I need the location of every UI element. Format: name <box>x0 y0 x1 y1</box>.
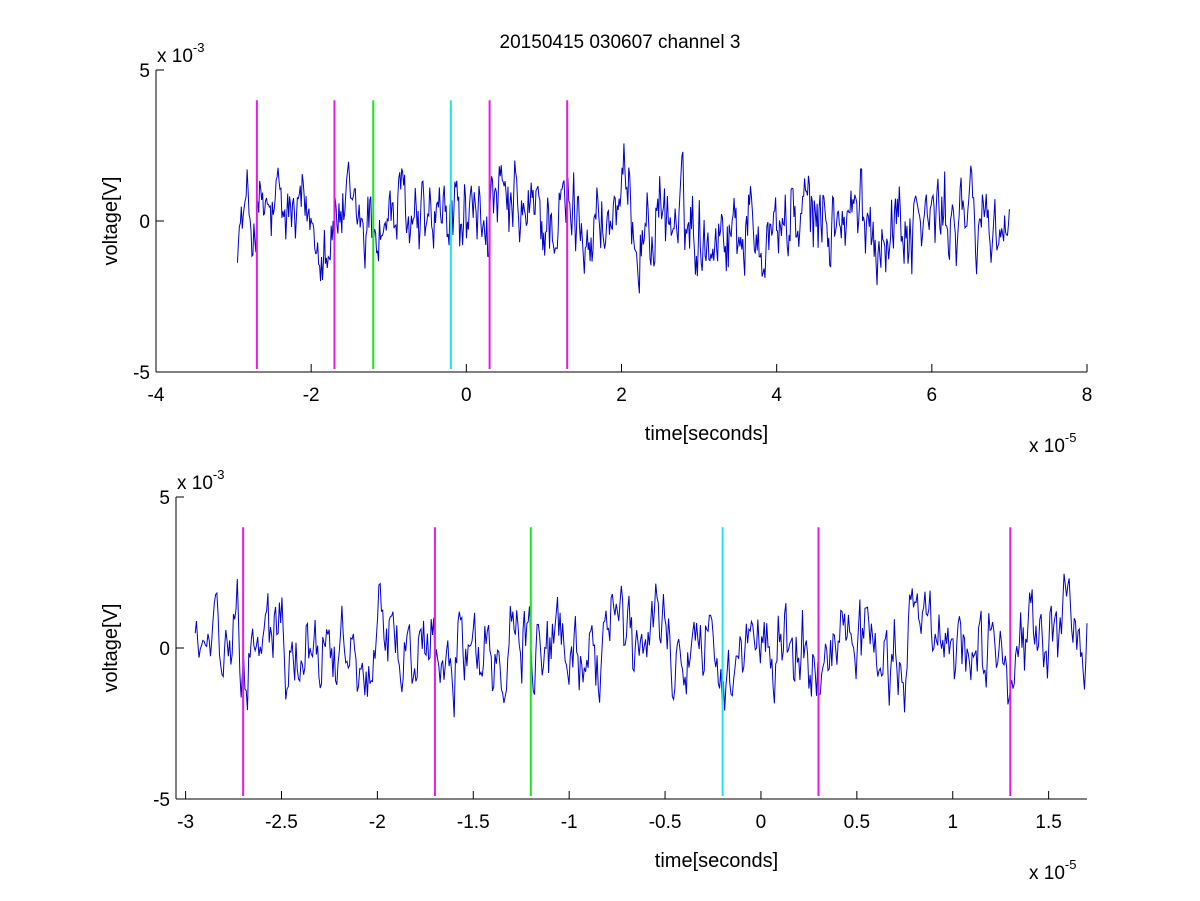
x-tick-label: -2 <box>303 385 320 406</box>
x-tick-label: 4 <box>771 385 782 406</box>
y-exponent-label: x 10-3 <box>177 467 224 494</box>
y-tick-label: 0 <box>159 639 170 660</box>
x-tick-label: -3 <box>177 812 194 833</box>
x-exponent-label: x 10-5 <box>1029 857 1076 884</box>
y-exponent: -3 <box>193 40 205 55</box>
x-tick-label: -2.5 <box>265 812 298 833</box>
x-tick-label: -2 <box>369 812 386 833</box>
y-axis-label: voltage[V] <box>100 604 122 693</box>
y-tick-label: 0 <box>139 212 150 233</box>
signal-trace <box>194 573 1088 718</box>
y-exponent-label: x 10-3 <box>157 40 204 67</box>
x-tick-label: -1 <box>561 812 578 833</box>
x-tick-label: 1.5 <box>1035 812 1061 833</box>
x-tick-label: -4 <box>148 385 165 406</box>
y-tick-label: -5 <box>153 790 170 811</box>
x-axis-label: time[seconds] <box>655 850 778 872</box>
x-axis-label: time[seconds] <box>645 423 768 445</box>
x-tick-label: 0.5 <box>844 812 870 833</box>
figure-title: 20150415 030607 channel 3 <box>500 32 741 53</box>
y-axis-label: voltage[V] <box>100 177 122 266</box>
top-plot: -4 -2 0 2 4 6 8 -5 0 5 time[seconds] voltage[V] x 10… <box>100 40 1092 457</box>
x-tick-label: 1 <box>947 812 958 833</box>
x-tick-label: 0 <box>461 385 472 406</box>
x-exponent: -5 <box>1065 430 1077 445</box>
y-exponent: -3 <box>213 467 225 482</box>
x-exponent: -5 <box>1065 857 1077 872</box>
y-tick-label: -5 <box>133 363 150 384</box>
x-tick-label: 6 <box>927 385 938 406</box>
x-tick-label: -1.5 <box>457 812 490 833</box>
x-tick-label: -0.5 <box>649 812 682 833</box>
y-tick-label: 5 <box>159 488 170 509</box>
x-tick-label: 2 <box>616 385 627 406</box>
bottom-plot: -3 -2.5 -2 -1.5 -1 -0.5 0 0.5 1 1.5 -5 0 5 time[secon… <box>100 467 1088 884</box>
signal-trace <box>236 143 1010 294</box>
y-tick-label: 5 <box>139 61 150 82</box>
x-tick-label: 8 <box>1082 385 1093 406</box>
x-tick-label: 0 <box>756 812 767 833</box>
x-exponent-label: x 10-5 <box>1029 430 1076 457</box>
